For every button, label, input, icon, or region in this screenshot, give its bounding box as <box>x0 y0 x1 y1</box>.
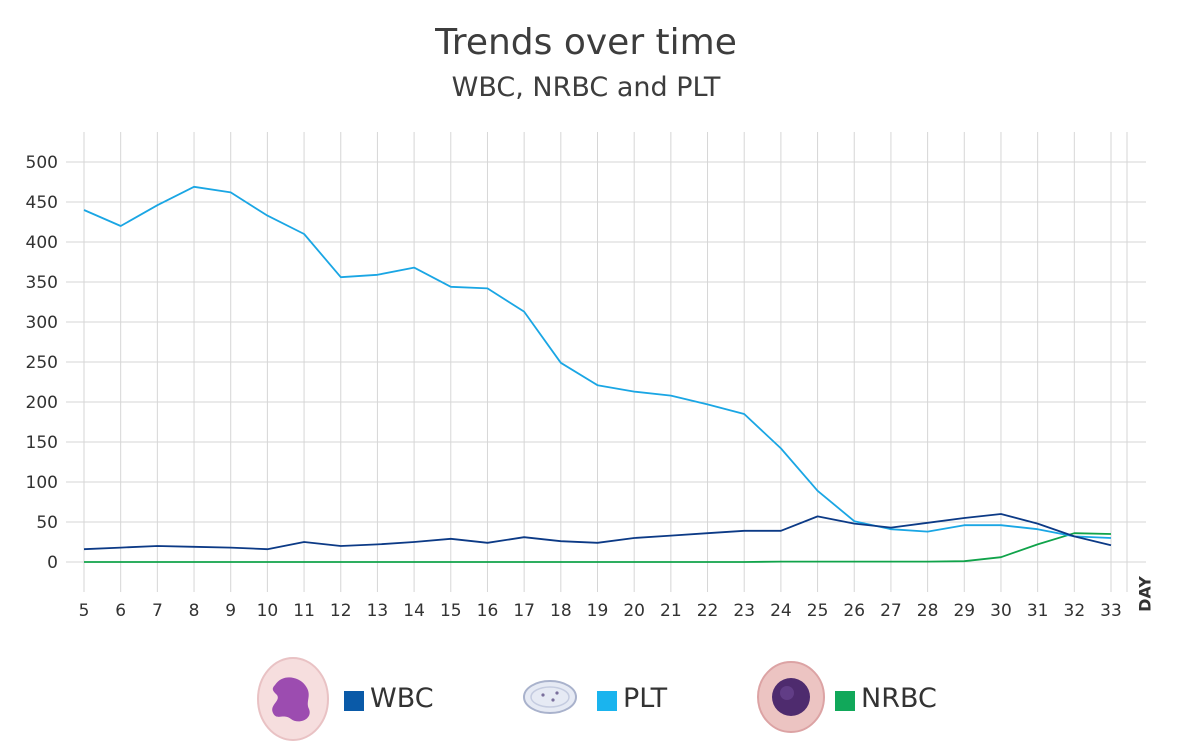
x-tick-label: 26 <box>843 601 865 621</box>
x-tick-label: 32 <box>1064 601 1086 621</box>
chart-title: Trends over time <box>435 22 737 63</box>
legend-label-wbc: WBC <box>370 683 434 714</box>
y-tick-label: 450 <box>26 193 58 213</box>
platelet-cell-icon <box>523 680 577 714</box>
x-tick-label: 28 <box>917 601 939 621</box>
y-tick-label: 350 <box>26 273 58 293</box>
x-tick-label: 5 <box>79 601 90 621</box>
x-tick-label: 10 <box>257 601 279 621</box>
y-tick-label: 250 <box>26 353 58 373</box>
x-tick-label: 23 <box>733 601 755 621</box>
legend-label-plt: PLT <box>623 683 668 714</box>
x-tick-label: 6 <box>115 601 126 621</box>
x-tick-label: 18 <box>550 601 572 621</box>
grid-lines <box>66 132 1146 592</box>
series-line-wbc <box>83 513 1112 551</box>
nucleated-rbc-cell-icon <box>757 661 825 733</box>
y-tick-label: 400 <box>26 233 58 253</box>
y-tick-label: 200 <box>26 393 58 413</box>
x-tick-label: 33 <box>1100 601 1122 621</box>
x-axis-ticks: 5 6 7 8 9 10 11 12 13 14 15 16 17 18 19 20 21 22 23 24 25 26 2… <box>79 601 1122 621</box>
legend-swatch-nrbc <box>835 691 855 711</box>
x-tick-label: 14 <box>403 601 425 621</box>
x-tick-label: 31 <box>1027 601 1049 621</box>
x-tick-label: 7 <box>152 601 163 621</box>
x-tick-label: 24 <box>770 601 792 621</box>
x-tick-label: 11 <box>293 601 315 621</box>
y-tick-label: 100 <box>26 473 58 493</box>
legend-swatch-wbc <box>344 691 364 711</box>
legend: WBC PLT NRBC <box>0 655 1200 745</box>
x-tick-label: 12 <box>330 601 352 621</box>
x-tick-label: 13 <box>367 601 389 621</box>
x-tick-label: 16 <box>477 601 499 621</box>
chart-subtitle: WBC, NRBC and PLT <box>451 72 721 103</box>
x-axis-label: DAY <box>1136 576 1155 612</box>
x-tick-label: 27 <box>880 601 902 621</box>
y-tick-label: 500 <box>26 153 58 173</box>
x-tick-label: 8 <box>189 601 200 621</box>
y-tick-label: 0 <box>47 553 58 573</box>
y-tick-label: 50 <box>36 513 58 533</box>
x-tick-label: 30 <box>990 601 1012 621</box>
x-tick-label: 9 <box>225 601 236 621</box>
legend-label-nrbc: NRBC <box>861 683 937 714</box>
y-tick-label: 150 <box>26 433 58 453</box>
x-tick-label: 21 <box>660 601 682 621</box>
x-tick-label: 15 <box>440 601 462 621</box>
legend-swatch-plt <box>597 691 617 711</box>
x-tick-label: 25 <box>807 601 829 621</box>
series-line-plt <box>83 185 1112 539</box>
neutrophil-cell-icon <box>257 657 329 741</box>
x-tick-label: 19 <box>587 601 609 621</box>
series-line-nrbc <box>84 532 1112 563</box>
series-lines <box>83 185 1112 563</box>
x-tick-label: 29 <box>953 601 975 621</box>
x-tick-label: 22 <box>697 601 719 621</box>
y-tick-label: 300 <box>26 313 58 333</box>
x-tick-label: 20 <box>623 601 645 621</box>
x-tick-label: 17 <box>513 601 535 621</box>
